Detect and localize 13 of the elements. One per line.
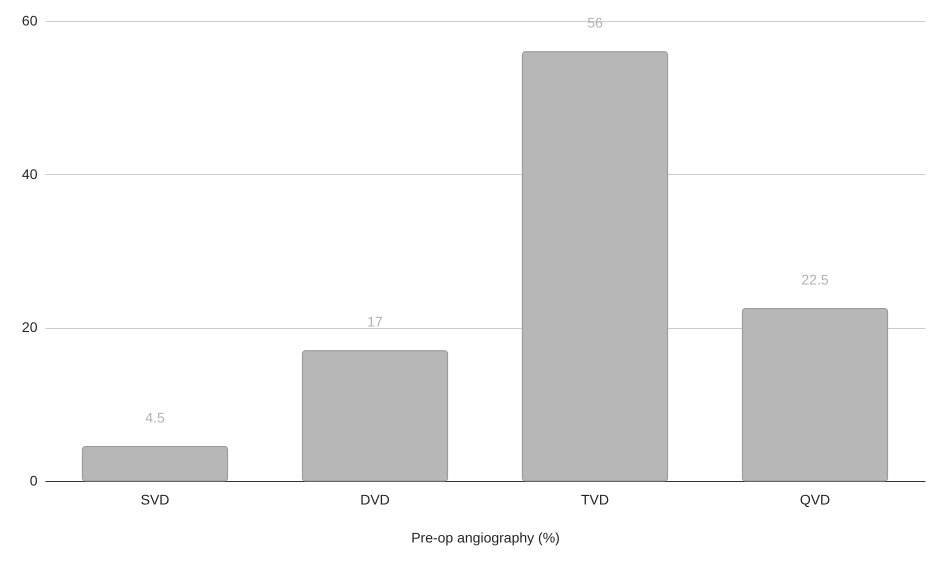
data-label: 56 bbox=[587, 14, 603, 31]
x-tick-label: DVD bbox=[360, 492, 390, 508]
y-tick-label: 60 bbox=[22, 12, 38, 28]
x-tick-label: QVD bbox=[800, 492, 830, 508]
y-tick-label: 20 bbox=[22, 319, 38, 336]
data-label: 22.5 bbox=[801, 272, 829, 288]
y-tick-label: 0 bbox=[30, 472, 38, 488]
data-label: 4.5 bbox=[145, 410, 165, 426]
x-axis-title: Pre-op angiography (%) bbox=[411, 530, 560, 546]
y-tick-label: 40 bbox=[22, 166, 38, 182]
data-label: 17 bbox=[367, 314, 383, 330]
x-tick-label: TVD bbox=[581, 492, 609, 508]
x-tick-label: SVD bbox=[140, 492, 170, 508]
